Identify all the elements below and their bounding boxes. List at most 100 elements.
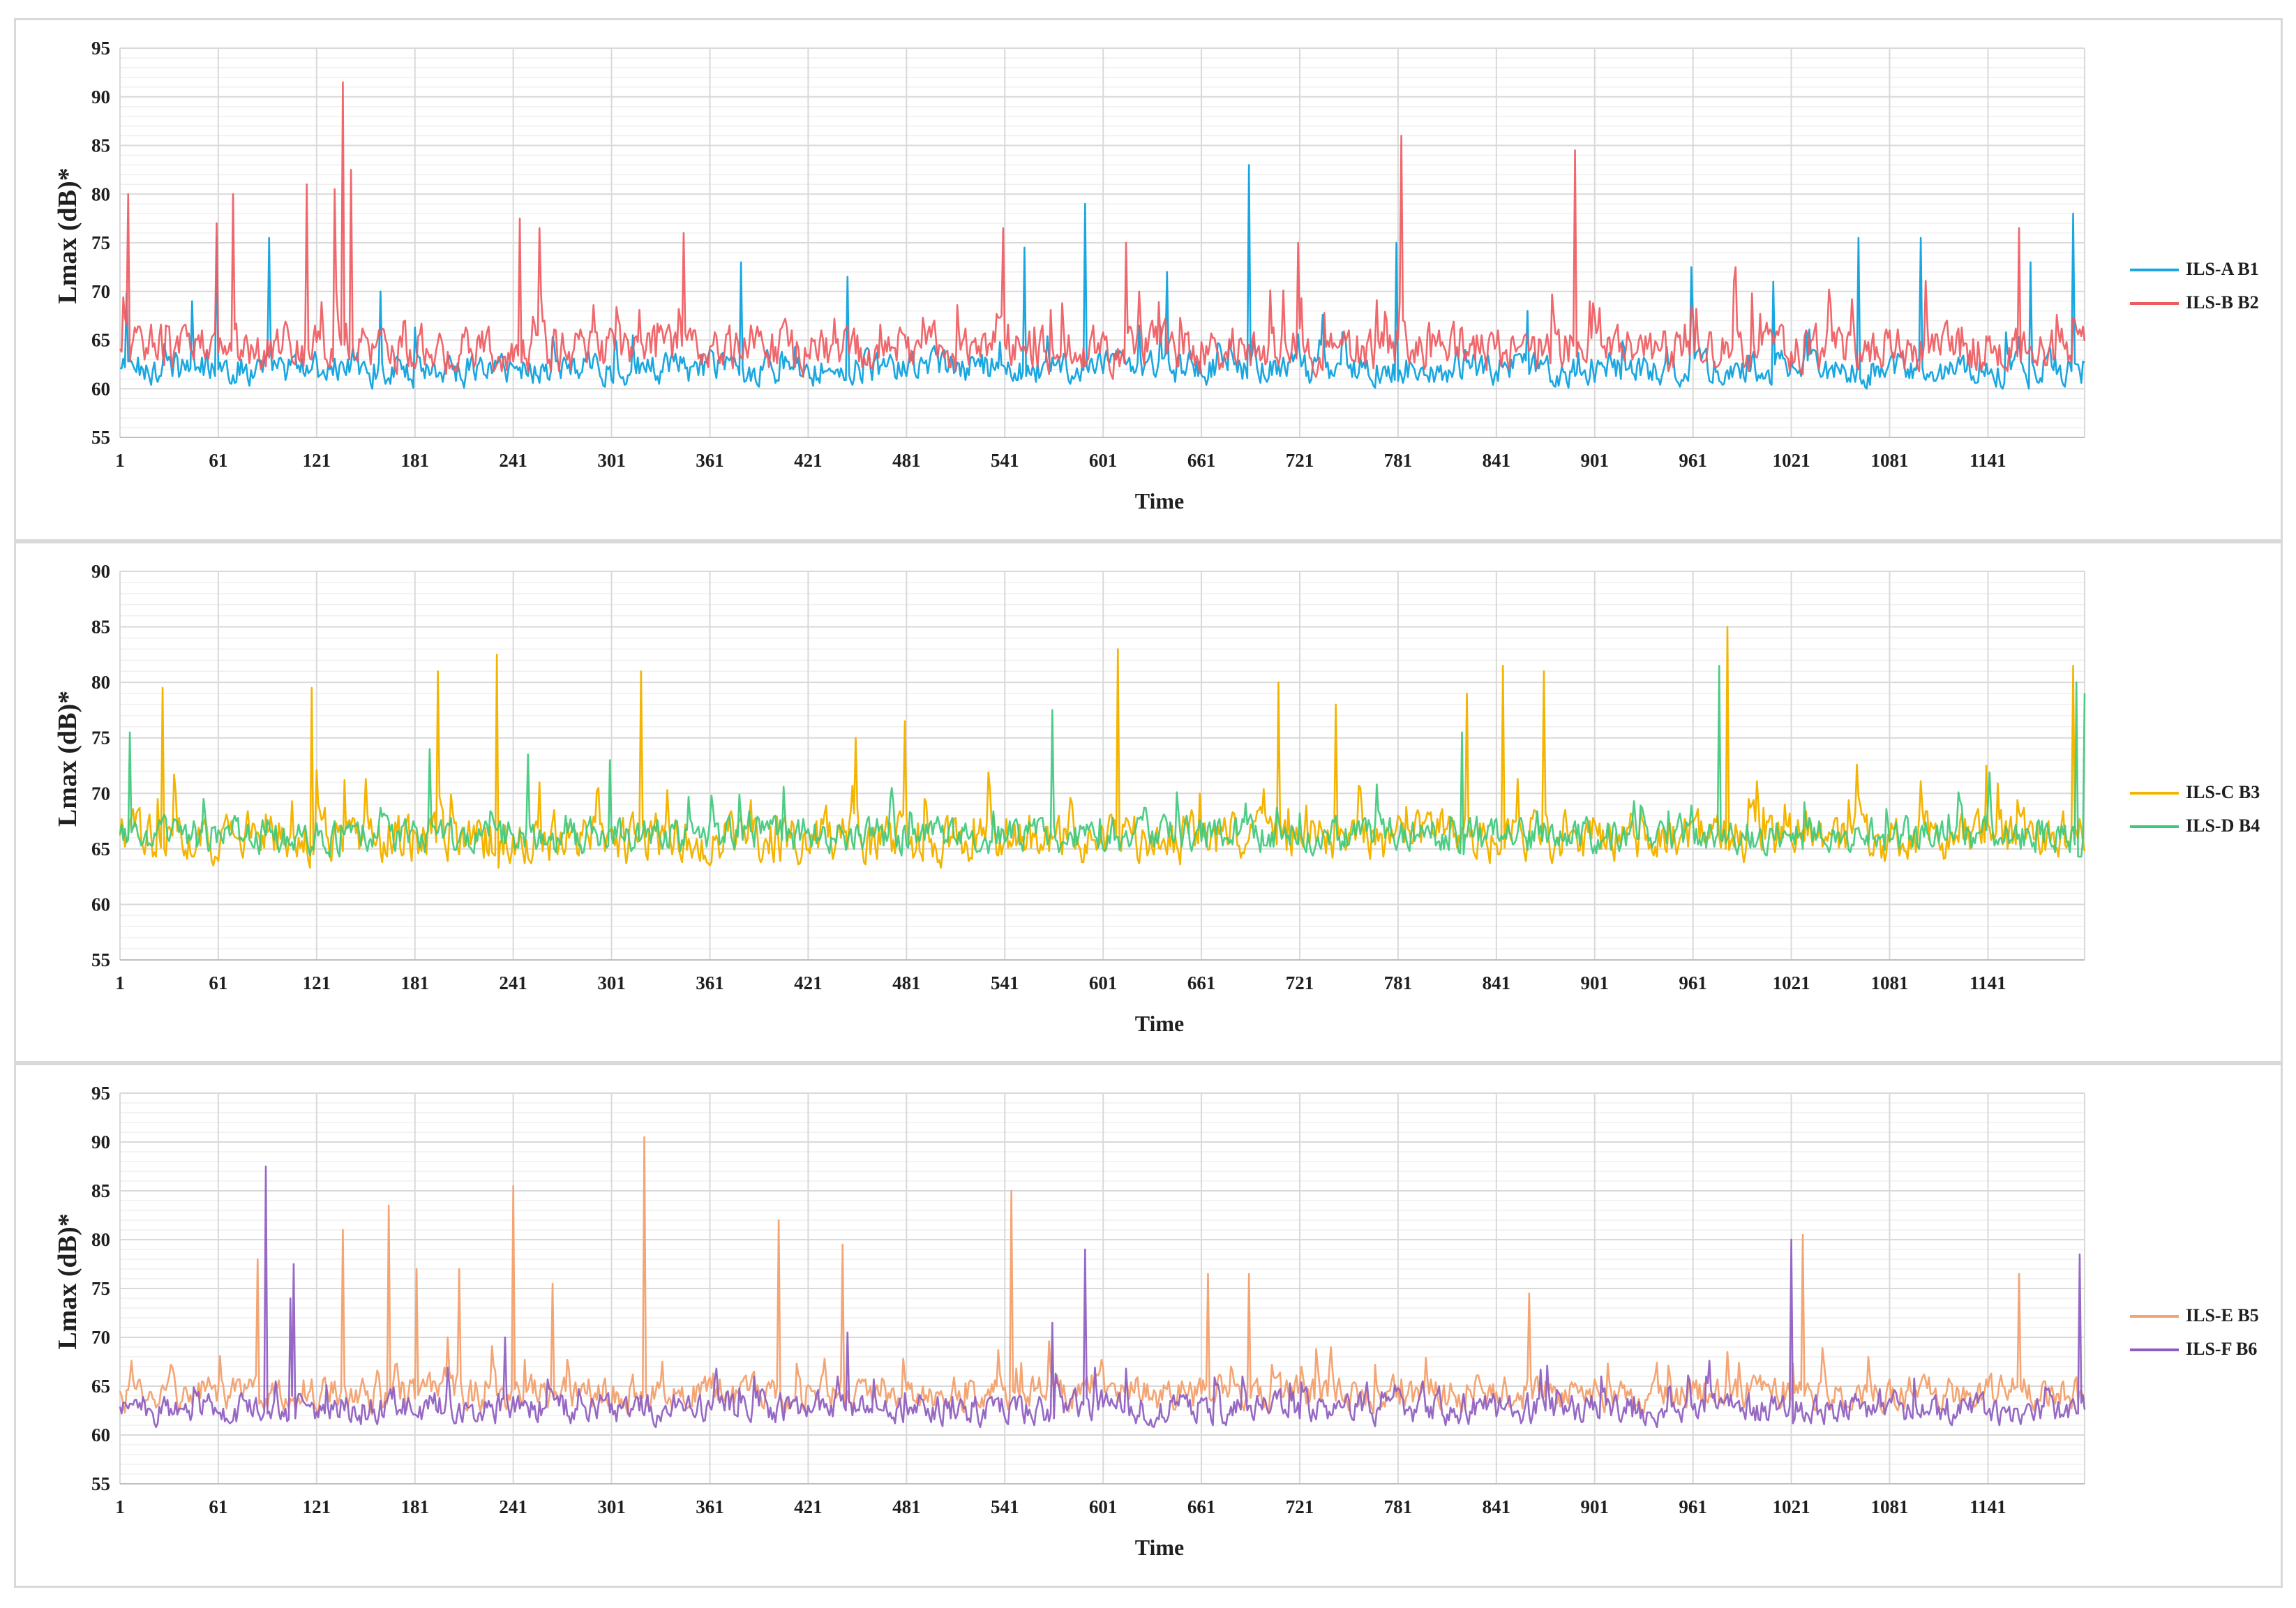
y-tick-label: 65 xyxy=(91,1376,110,1397)
x-tick-label: 301 xyxy=(597,450,626,471)
y-tick-label: 95 xyxy=(91,38,110,59)
y-tick-label: 60 xyxy=(91,378,110,399)
x-tick-label: 661 xyxy=(1187,450,1216,471)
x-tick-label: 1141 xyxy=(1969,972,2006,993)
y-tick-label: 85 xyxy=(91,1180,110,1201)
y-axis-label: Lmax (dB)* xyxy=(53,1213,82,1349)
legend-label: ILS-D B4 xyxy=(2186,816,2260,836)
x-tick-label: 121 xyxy=(303,1496,331,1517)
x-tick-label: 601 xyxy=(1089,1496,1118,1517)
y-tick-label: 80 xyxy=(91,672,110,693)
legend-label: ILS-F B6 xyxy=(2186,1339,2258,1359)
x-tick-label: 1141 xyxy=(1969,450,2006,471)
y-tick-label: 90 xyxy=(91,561,110,582)
legend-swatch xyxy=(2130,792,2179,795)
x-tick-label: 961 xyxy=(1679,972,1707,993)
x-axis-label: Time xyxy=(1135,488,1185,513)
x-tick-label: 961 xyxy=(1679,1496,1707,1517)
y-tick-label: 70 xyxy=(91,1327,110,1348)
x-tick-label: 1021 xyxy=(1773,972,1810,993)
y-tick-label: 55 xyxy=(91,949,110,970)
x-tick-label: 961 xyxy=(1679,450,1707,471)
x-tick-label: 241 xyxy=(499,972,527,993)
y-tick-label: 55 xyxy=(91,1473,110,1494)
legend-label: ILS-A B1 xyxy=(2186,259,2259,279)
x-tick-label: 541 xyxy=(991,972,1019,993)
legend-label: ILS-B B2 xyxy=(2186,292,2259,313)
x-tick-label: 841 xyxy=(1483,972,1511,993)
x-tick-label: 181 xyxy=(401,450,430,471)
y-tick-label: 60 xyxy=(91,1425,110,1445)
y-tick-label: 85 xyxy=(91,617,110,638)
x-tick-label: 421 xyxy=(794,972,823,993)
x-tick-label: 1 xyxy=(115,1496,125,1517)
y-tick-label: 80 xyxy=(91,183,110,204)
series-line-2 xyxy=(119,664,2086,858)
x-tick-label: 1081 xyxy=(1871,450,1909,471)
x-tick-label: 121 xyxy=(303,450,331,471)
y-tick-label: 80 xyxy=(91,1229,110,1250)
series-line-2 xyxy=(119,81,2086,380)
x-tick-label: 601 xyxy=(1089,972,1118,993)
y-tick-label: 75 xyxy=(91,1278,110,1299)
y-tick-label: 70 xyxy=(91,281,110,302)
y-axis-label: Lmax (dB)* xyxy=(53,691,82,827)
y-tick-label: 65 xyxy=(91,839,110,859)
x-tick-label: 421 xyxy=(794,450,823,471)
y-axis-label: Lmax (dB)* xyxy=(53,167,82,303)
legend-swatch xyxy=(2130,825,2179,828)
x-tick-label: 61 xyxy=(209,450,227,471)
x-tick-label: 361 xyxy=(696,972,724,993)
x-tick-label: 721 xyxy=(1286,1496,1314,1517)
y-tick-label: 95 xyxy=(91,1083,110,1104)
chart-panel-top: 55 60 65 70 75 80 85 90 95 1 61 121 181 241 301 361 421 4… xyxy=(14,18,2283,541)
x-tick-label: 61 xyxy=(209,1496,227,1517)
y-tick-label: 75 xyxy=(91,232,110,253)
x-tick-label: 601 xyxy=(1089,450,1118,471)
series-line-1 xyxy=(119,1136,2085,1415)
x-axis-label: Time xyxy=(1135,1535,1185,1560)
x-tick-label: 901 xyxy=(1581,1496,1610,1517)
y-tick-label: 65 xyxy=(91,330,110,351)
x-tick-label: 1 xyxy=(115,450,125,471)
x-tick-label: 541 xyxy=(991,450,1019,471)
x-tick-label: 61 xyxy=(209,972,227,993)
x-tick-label: 901 xyxy=(1581,972,1610,993)
legend-label: ILS-C B3 xyxy=(2186,782,2260,802)
legend-label: ILS-E B5 xyxy=(2186,1305,2259,1325)
y-tick-label: 75 xyxy=(91,728,110,749)
x-tick-label: 301 xyxy=(597,1496,626,1517)
x-tick-label: 661 xyxy=(1187,1496,1216,1517)
chart-svg: 55 60 65 70 75 80 85 90 95 1 61 121 181 241 301 361 421 4… xyxy=(53,1083,2086,1560)
x-tick-label: 1021 xyxy=(1773,1496,1810,1517)
x-tick-label: 181 xyxy=(401,972,430,993)
y-tick-label: 90 xyxy=(91,1132,110,1152)
x-tick-label: 481 xyxy=(892,1496,921,1517)
x-tick-label: 781 xyxy=(1384,450,1413,471)
y-tick-label: 90 xyxy=(91,87,110,107)
legend-swatch xyxy=(2130,1348,2179,1351)
x-tick-label: 361 xyxy=(696,450,724,471)
chart-svg: 55 60 65 70 75 80 85 90 95 1 61 121 181 241 301 361 421 4… xyxy=(53,38,2086,513)
x-tick-label: 841 xyxy=(1483,450,1511,471)
chart-panel-middle: 55 60 65 70 75 80 85 90 1 61 121 181 241 301 361 421 481… xyxy=(14,541,2283,1063)
x-tick-label: 781 xyxy=(1384,1496,1413,1517)
series-line-1 xyxy=(119,626,2086,869)
x-tick-label: 1 xyxy=(115,972,125,993)
x-tick-label: 901 xyxy=(1581,450,1610,471)
x-tick-label: 241 xyxy=(499,1496,527,1517)
y-tick-label: 55 xyxy=(91,427,110,448)
x-tick-label: 241 xyxy=(499,450,527,471)
x-tick-label: 1021 xyxy=(1773,450,1810,471)
legend-swatch xyxy=(2130,1315,2179,1318)
x-tick-label: 481 xyxy=(892,972,921,993)
x-tick-label: 301 xyxy=(597,972,626,993)
x-axis-label: Time xyxy=(1135,1011,1185,1036)
x-tick-label: 481 xyxy=(892,450,921,471)
x-tick-label: 1081 xyxy=(1871,1496,1909,1517)
x-tick-label: 421 xyxy=(794,1496,823,1517)
x-tick-label: 121 xyxy=(303,972,331,993)
x-tick-label: 361 xyxy=(696,1496,724,1517)
x-tick-label: 181 xyxy=(401,1496,430,1517)
